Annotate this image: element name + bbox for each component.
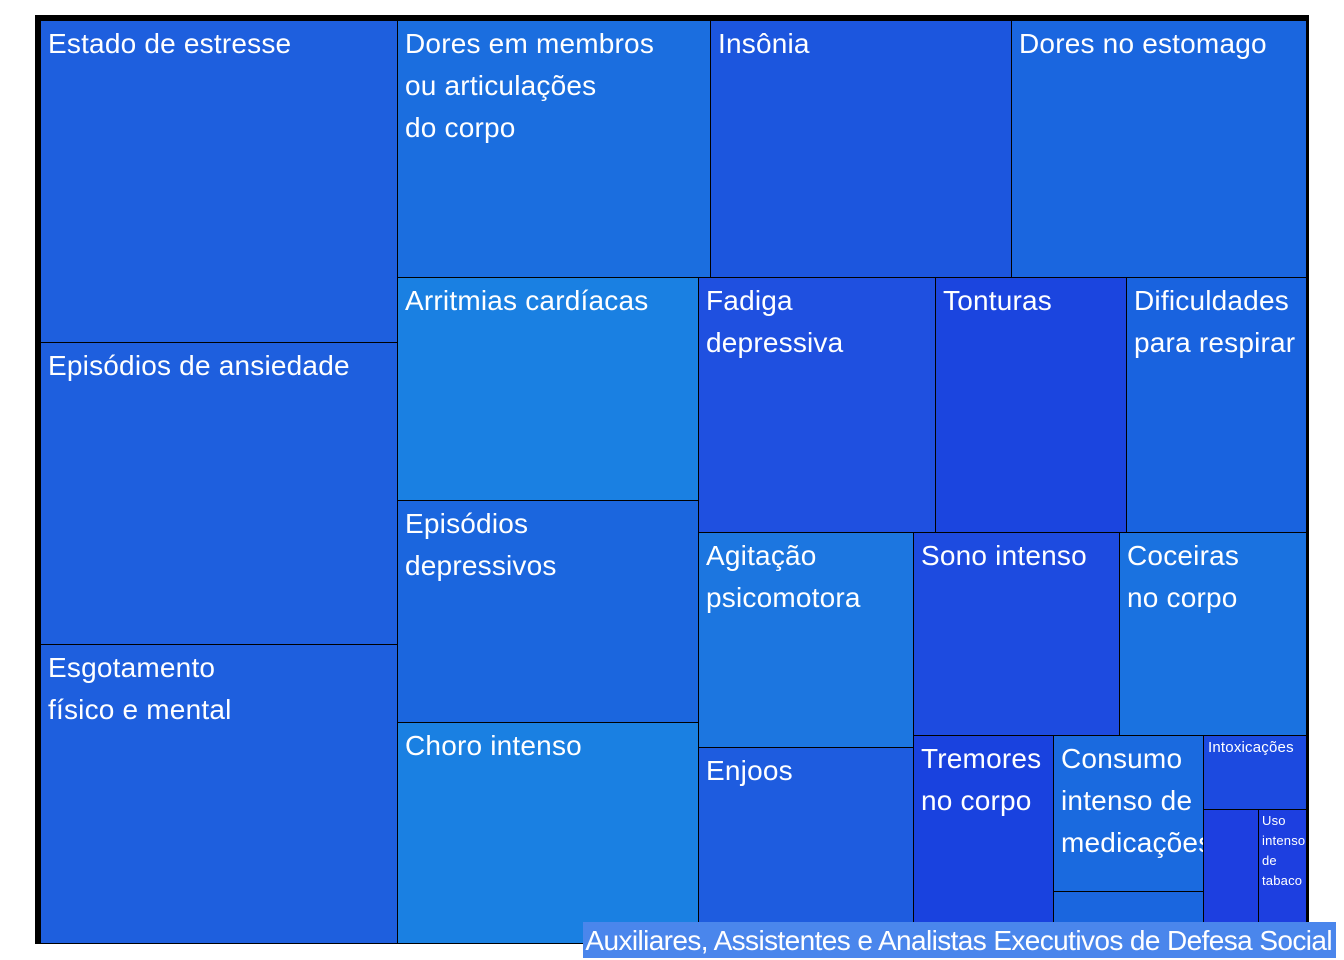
tile-label: Insônia [718,28,810,59]
treemap-tile: Esgotamento físico e mental [40,644,398,944]
treemap-frame: Estado de estresse Episódios de ansiedade… [35,15,1309,944]
tile-label: Sono intenso [921,540,1087,571]
treemap-tile: Episódios depressivos [397,500,699,723]
treemap-tile: Coceiras no corpo [1119,532,1307,736]
treemap-tile: Sono intenso [913,532,1120,736]
treemap-tile: Fadiga depressiva [698,277,936,533]
treemap-tile: Arritmias cardíacas [397,277,699,501]
tile-label: Coceiras no corpo [1127,540,1240,613]
treemap-tile: Dores em membros ou articulações do corp… [397,20,711,278]
tile-label: Dores no estomago [1019,28,1267,59]
treemap-tile: Dores no estomago [1011,20,1307,278]
tile-label: Tremores no corpo [921,743,1042,816]
tile-label: Enjoos [706,755,793,786]
tile-label: Fadiga depressiva [706,285,844,358]
tile-label: Choro intenso [405,730,582,761]
treemap-tile: Tonturas [935,277,1127,533]
tile-label [1204,810,1258,812]
tile-label: Dores em membros ou articulações do corp… [405,28,655,143]
treemap-tile: Consumo intenso de medicações [1053,735,1204,892]
tile-label: Consumo intenso de medicações [1061,743,1204,858]
tile-label [1054,892,1203,894]
tile-label: Agitação psicomotora [706,540,861,613]
treemap-tile: Agitação psicomotora [698,532,914,748]
chart-title: Auxiliares, Assistentes e Analistas Exec… [583,922,1336,958]
tile-label: Uso intenso de tabaco [1262,813,1306,888]
tile-label: Tonturas [943,285,1052,316]
treemap-tile: Intoxicações [1203,735,1307,810]
treemap-tile: Estado de estresse [40,20,398,343]
treemap-tile: Dificuldades para respirar [1126,277,1307,533]
tile-label: Arritmias cardíacas [405,285,649,316]
treemap-tile: Enjoos [698,747,914,944]
tile-label: Estado de estresse [48,28,292,59]
tile-label: Esgotamento físico e mental [48,652,232,725]
treemap-tile: Choro intenso [397,722,699,944]
treemap-tile: Episódios de ansiedade [40,342,398,645]
treemap-tile [1203,809,1259,944]
treemap-tile: Tremores no corpo [913,735,1054,944]
tile-label: Episódios depressivos [405,508,557,581]
tile-label: Episódios de ansiedade [48,350,350,381]
tile-label: Dificuldades para respirar [1134,285,1296,358]
treemap-tile: Insônia [710,20,1012,278]
treemap: Estado de estresse Episódios de ansiedade… [40,20,1307,944]
tile-label: Intoxicações [1208,739,1294,756]
